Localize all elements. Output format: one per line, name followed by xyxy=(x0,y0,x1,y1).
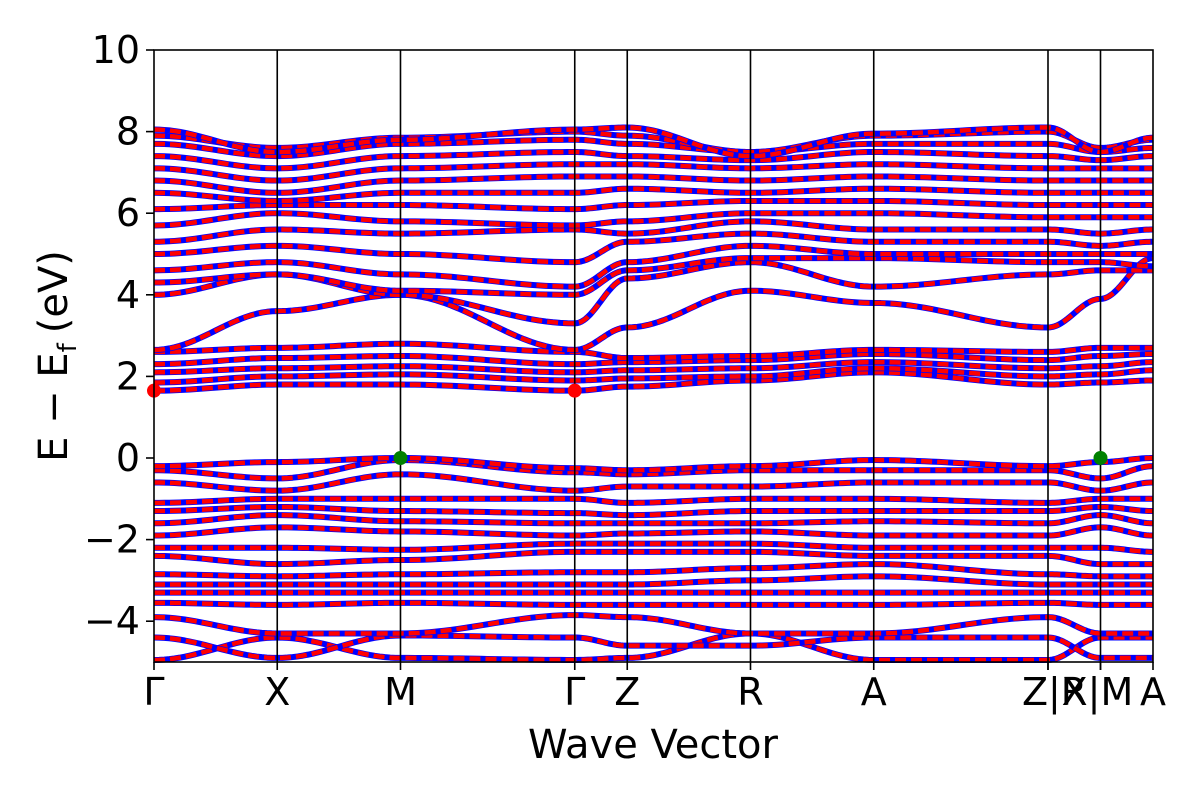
y-tick-label-3: 4 xyxy=(116,273,140,317)
vbm-marker-2 xyxy=(393,451,408,465)
band-spin-down-29 xyxy=(153,186,1154,204)
y-axis-ticks: 10 8 6 4 2 0 −2 −4 xyxy=(84,28,154,643)
x-tick-label-10: M xyxy=(1100,670,1133,714)
y-axis-label-subscript: f xyxy=(53,342,83,352)
band-spin-down-24 xyxy=(153,243,1154,289)
band-spin-down-21 xyxy=(153,255,1154,353)
band-spin-down-15 xyxy=(153,455,1154,473)
band-spin-down-18 xyxy=(153,359,1154,375)
y-axis-label-group: E − Ef (eV) xyxy=(31,250,83,462)
x-tick-label-9: X| xyxy=(1062,670,1101,715)
y-axis-label: E − E xyxy=(31,352,77,462)
y-tick-label-5: 0 xyxy=(116,436,140,480)
x-tick-label-6: A xyxy=(861,670,887,714)
band-spin-down-23 xyxy=(153,255,1154,298)
x-tick-label-3: Γ xyxy=(564,670,585,714)
x-axis-label: Wave Vector xyxy=(528,722,779,768)
y-axis-label-unit: (eV) xyxy=(31,250,77,333)
band-spin-down-11 xyxy=(153,504,1154,518)
y-tick-label-0: 10 xyxy=(92,28,140,72)
plot-frame xyxy=(153,49,1154,663)
band-spin-down-6 xyxy=(153,561,1154,579)
vbm-marker-3 xyxy=(1093,451,1108,465)
band-spin-down-33 xyxy=(153,137,1154,159)
band-spin-down-13 xyxy=(153,472,1154,493)
band-spin-down-25 xyxy=(153,231,1154,265)
band-spin-down-28 xyxy=(153,198,1154,212)
band-spin-down-35 xyxy=(153,125,1154,159)
band-spin-down-17 xyxy=(153,365,1154,385)
y-tick-label-2: 6 xyxy=(116,191,140,235)
x-tick-label-1: X xyxy=(264,670,290,714)
band-spin-down-8 xyxy=(154,541,1154,555)
band-spin-down-27 xyxy=(153,210,1154,228)
high-symmetry-lines xyxy=(276,50,1102,662)
band-spin-down-31 xyxy=(153,161,1154,183)
x-tick-label-4: Z xyxy=(614,670,640,714)
band-spin-down-9 xyxy=(153,525,1154,538)
x-tick-label-8: |R xyxy=(1048,670,1087,715)
y-tick-label-1: 8 xyxy=(116,110,140,154)
band-spin-down-20 xyxy=(153,341,1154,361)
band-spin-down-12 xyxy=(153,496,1154,506)
y-tick-label-7: −4 xyxy=(84,599,140,643)
x-tick-label-2: M xyxy=(384,670,417,714)
band-spin-down-16 xyxy=(153,370,1154,393)
y-tick-label-6: −2 xyxy=(84,518,140,562)
bands-layer xyxy=(153,124,1154,663)
x-tick-label-0: Γ xyxy=(143,670,164,714)
band-spin-down-26 xyxy=(153,219,1154,245)
y-tick-label-4: 2 xyxy=(116,354,140,398)
cbm-marker-1 xyxy=(567,383,582,398)
band-spin-down-30 xyxy=(153,174,1154,196)
x-tick-label-11: A xyxy=(1140,670,1166,714)
band-spin-down-1 xyxy=(153,633,1154,661)
x-tick-label-5: R xyxy=(737,670,763,714)
band-spin-down-19 xyxy=(153,351,1154,367)
band-spin-down-2 xyxy=(153,612,1154,636)
band-spin-down-7 xyxy=(153,549,1154,567)
x-axis-ticks: Γ X M Γ Z R A Z |RX| M A xyxy=(143,662,1166,715)
x-tick-label-7: Z xyxy=(1022,670,1048,714)
band-spin-down-32 xyxy=(153,149,1154,171)
band-spin-down-14 xyxy=(153,457,1154,481)
band-spin-down-10 xyxy=(153,512,1154,526)
band-spin-down-5 xyxy=(154,574,1154,587)
band-spin-down-22 xyxy=(153,259,1154,326)
svg-text:E − Ef(eV): E − Ef (eV) xyxy=(31,250,83,462)
band-spin-down-3 xyxy=(153,600,1154,608)
